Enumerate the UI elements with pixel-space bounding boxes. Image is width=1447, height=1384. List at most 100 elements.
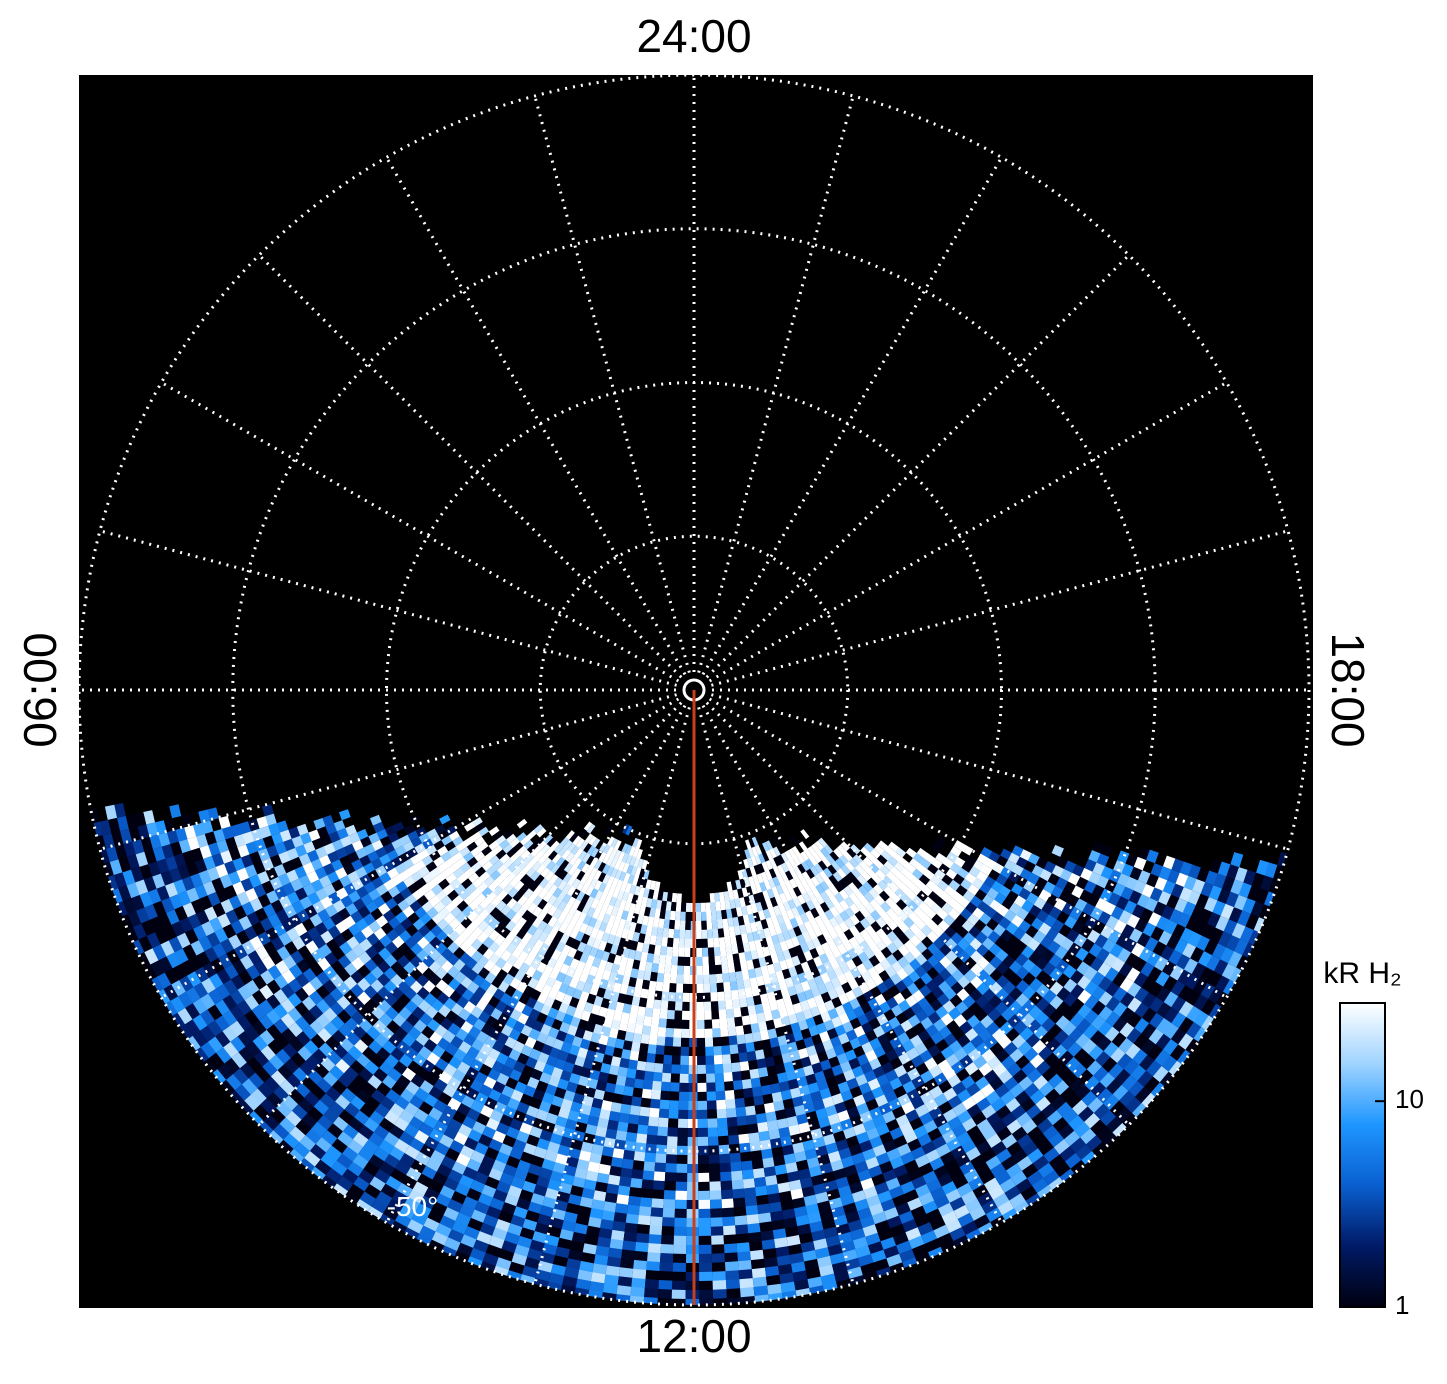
emission-cell xyxy=(698,1253,713,1264)
emission-cell xyxy=(994,1001,1009,1016)
emission-cell xyxy=(837,1110,851,1123)
emission-cell xyxy=(540,843,551,855)
emission-cell xyxy=(764,870,773,881)
emission-cell xyxy=(564,852,575,863)
emission-cell xyxy=(722,1054,732,1065)
emission-cell xyxy=(965,855,978,867)
emission-cell xyxy=(674,920,681,931)
emission-cell xyxy=(793,876,803,887)
emission-cell xyxy=(356,828,369,841)
emission-cell xyxy=(410,993,424,1007)
emission-cell xyxy=(821,857,832,868)
emission-cell xyxy=(697,1046,706,1057)
emission-cell xyxy=(697,1109,708,1120)
emission-cell xyxy=(698,1181,710,1192)
emission-cell xyxy=(390,1047,405,1062)
emission-cell xyxy=(744,1096,755,1108)
emission-cell xyxy=(849,1114,864,1128)
emission-cell xyxy=(548,873,559,885)
emission-cell xyxy=(560,1070,572,1083)
emission-cell xyxy=(785,870,794,882)
emission-cell xyxy=(724,1090,735,1101)
emission-cell xyxy=(740,1069,751,1081)
emission-cell xyxy=(752,874,760,886)
emission-cell xyxy=(925,879,938,892)
emission-cell xyxy=(601,864,611,875)
emission-cell xyxy=(523,839,534,850)
emission-cell xyxy=(741,887,749,898)
emission-cell xyxy=(571,899,581,911)
emission-cell xyxy=(582,1058,594,1070)
emission-cell xyxy=(557,1107,571,1120)
emission-cell xyxy=(344,824,357,837)
emission-cell xyxy=(632,847,640,858)
emission-cell xyxy=(630,1178,643,1189)
emission-cell xyxy=(703,1001,712,1012)
emission-cell xyxy=(768,868,777,879)
emission-cell xyxy=(350,1011,366,1026)
emission-cell xyxy=(771,934,780,946)
emission-cell xyxy=(595,967,605,980)
emission-cell xyxy=(735,879,742,890)
emission-cell xyxy=(580,883,590,895)
emission-cell xyxy=(444,841,456,852)
emission-cell xyxy=(820,891,830,903)
emission-cell xyxy=(937,879,950,892)
emission-cell xyxy=(480,845,493,857)
emission-cell xyxy=(736,1115,748,1127)
emission-cell xyxy=(787,1041,799,1054)
emission-cell xyxy=(723,1234,737,1245)
emission-cell xyxy=(836,1052,849,1066)
emission-cell xyxy=(632,1087,643,1099)
emission-cell xyxy=(370,979,384,993)
emission-cell xyxy=(494,874,506,886)
emission-cell xyxy=(598,1006,609,1018)
emission-cell xyxy=(697,1136,709,1147)
emission-cell xyxy=(931,858,943,870)
emission-cell xyxy=(633,1259,648,1271)
emission-cell xyxy=(647,1125,659,1136)
emission-cell xyxy=(722,1216,736,1227)
emission-cell xyxy=(336,995,351,1010)
emission-cell xyxy=(615,1001,625,1013)
emission-cell xyxy=(854,910,866,923)
emission-cell xyxy=(554,990,566,1003)
emission-cell xyxy=(708,1163,721,1174)
emission-cell xyxy=(548,1075,561,1088)
emission-cell xyxy=(551,979,563,992)
emission-cell xyxy=(817,1002,828,1015)
emission-cell xyxy=(873,962,886,975)
emission-cell xyxy=(607,1119,619,1131)
emission-cell xyxy=(862,856,874,868)
emission-cell xyxy=(865,1029,878,1043)
emission-cell xyxy=(813,975,825,987)
emission-cell xyxy=(733,1080,744,1091)
emission-cell xyxy=(589,1106,602,1119)
emission-cell xyxy=(504,985,517,998)
emission-cell xyxy=(822,1039,834,1052)
emission-cell xyxy=(737,888,744,899)
emission-cell xyxy=(533,1060,547,1073)
emission-cell xyxy=(860,970,873,983)
emission-cell xyxy=(587,1041,599,1053)
emission-cell xyxy=(297,945,312,960)
emission-cell xyxy=(511,989,524,1002)
emission-cell xyxy=(551,949,562,961)
emission-cell xyxy=(537,888,548,900)
emission-cell xyxy=(495,849,507,860)
emission-cell xyxy=(698,1163,710,1174)
emission-cell xyxy=(529,1126,543,1139)
emission-cell xyxy=(734,1097,746,1109)
emission-cell xyxy=(677,1118,689,1129)
emission-cell xyxy=(663,1045,673,1056)
emission-cell xyxy=(577,912,587,924)
emission-cell xyxy=(813,926,823,938)
emission-cell xyxy=(772,846,781,857)
emission-cell xyxy=(547,894,558,907)
emission-cell xyxy=(932,885,945,898)
emission-cell xyxy=(542,902,553,914)
emission-cell xyxy=(720,1027,729,1038)
emission-cell xyxy=(680,1046,690,1057)
emission-cell xyxy=(735,934,743,945)
emission-cell xyxy=(796,904,806,916)
